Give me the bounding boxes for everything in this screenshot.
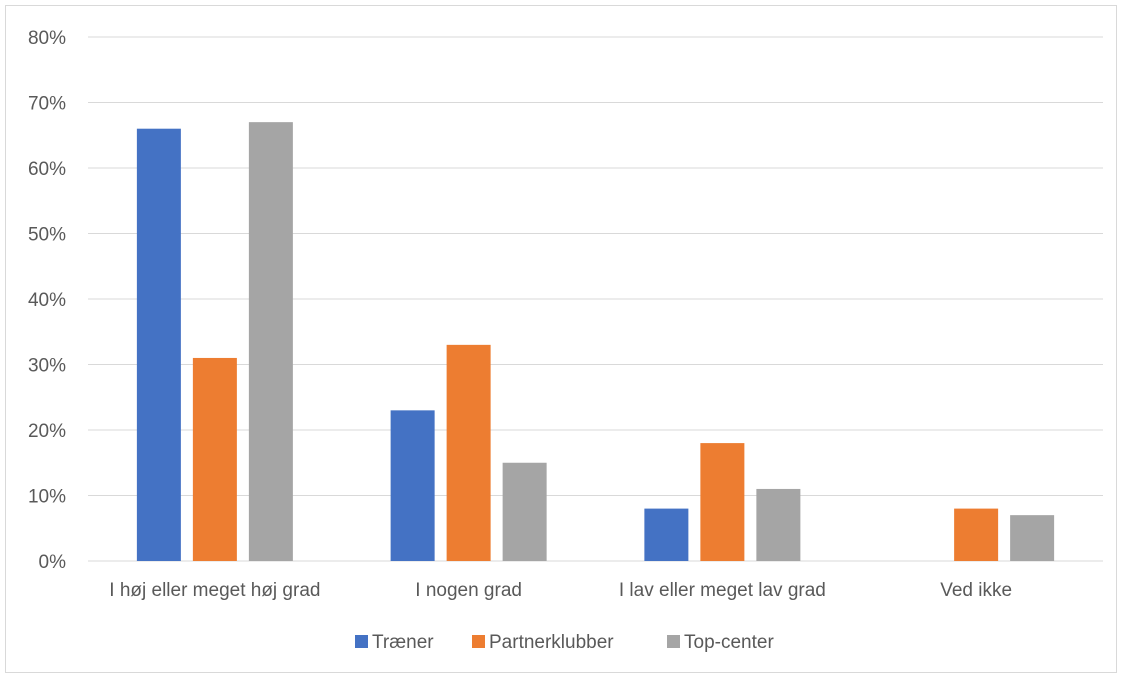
- y-tick-label: 20%: [28, 421, 66, 442]
- chart-frame: [5, 5, 1117, 673]
- bar-top-center: [1010, 515, 1055, 561]
- y-tick-label: 40%: [28, 290, 66, 311]
- bar-top-center: [248, 122, 293, 562]
- legend-label: Partnerklubber: [489, 632, 614, 653]
- bar-partnerklubber: [192, 357, 237, 561]
- bar-partnerklubber: [954, 508, 999, 561]
- legend-label: Træner: [372, 632, 434, 653]
- y-tick-label: 70%: [28, 94, 66, 115]
- legend-swatch: [667, 635, 680, 648]
- y-tick-label: 50%: [28, 225, 66, 246]
- bar-tr-ner: [390, 410, 435, 561]
- y-tick-label: 60%: [28, 159, 66, 180]
- bars: [136, 122, 1055, 562]
- y-tick-label: 10%: [28, 487, 66, 508]
- gridlines: [88, 36, 1103, 562]
- legend-swatch: [472, 635, 485, 648]
- bar-top-center: [756, 488, 801, 561]
- legend-swatch: [355, 635, 368, 648]
- bar-partnerklubber: [700, 443, 745, 561]
- y-tick-label: 30%: [28, 356, 66, 377]
- y-tick-label: 0%: [39, 552, 67, 573]
- x-axis-categories: I høj eller meget høj grad I nogen grad I …: [109, 580, 1012, 601]
- bar-partnerklubber: [446, 344, 491, 561]
- y-axis-ticks: 0% 10% 20% 30% 40% 50% 60% 70% 80%: [28, 28, 66, 573]
- x-category-label: I nogen grad: [415, 580, 522, 601]
- legend: Træner Partnerklubber Top-center: [355, 632, 774, 653]
- bar-top-center: [502, 462, 547, 561]
- bar-tr-ner: [644, 508, 689, 561]
- x-category-label: I lav eller meget lav grad: [619, 580, 826, 601]
- bar-tr-ner: [136, 128, 181, 561]
- x-category-label: Ved ikke: [940, 580, 1012, 601]
- x-category-label: I høj eller meget høj grad: [109, 580, 320, 601]
- y-tick-label: 80%: [28, 28, 66, 49]
- legend-label: Top-center: [684, 632, 774, 653]
